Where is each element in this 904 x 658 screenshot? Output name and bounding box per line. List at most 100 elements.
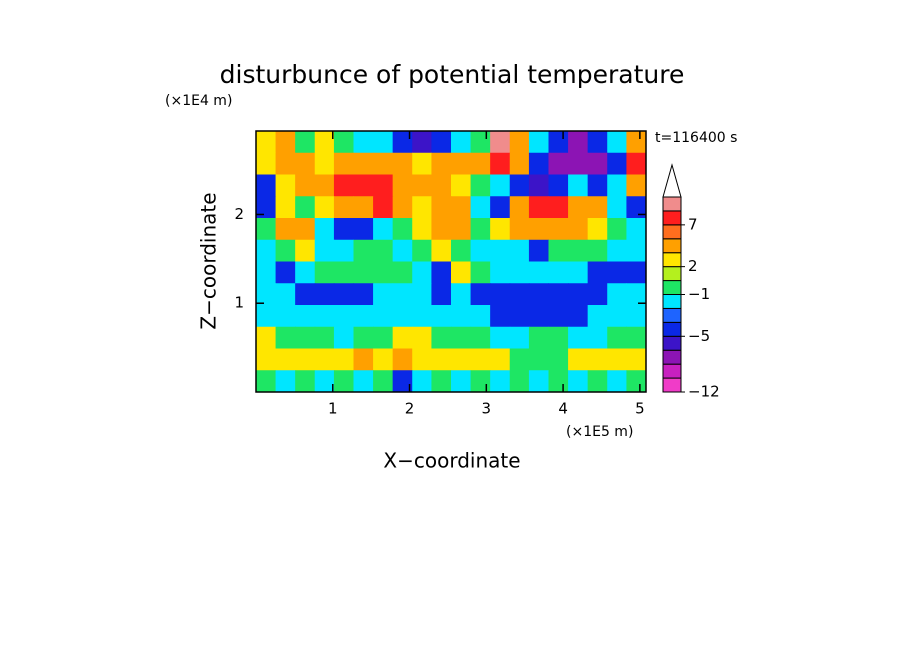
contour-cell bbox=[353, 196, 374, 219]
contour-cell bbox=[373, 326, 394, 349]
contour-cell bbox=[256, 326, 277, 349]
contour-cell bbox=[431, 283, 452, 306]
contour-cell bbox=[470, 131, 491, 154]
contour-cell bbox=[587, 283, 608, 306]
colorbar-segment bbox=[662, 224, 682, 240]
contour-cell bbox=[470, 196, 491, 219]
contour-cell bbox=[587, 305, 608, 328]
contour-cell bbox=[607, 239, 627, 262]
contour-cell bbox=[392, 239, 413, 262]
contour-cell bbox=[275, 326, 296, 349]
contour-cell bbox=[509, 131, 530, 154]
y-tick-label: 1 bbox=[234, 294, 244, 312]
contour-cell bbox=[353, 218, 374, 241]
contour-cell bbox=[626, 196, 647, 219]
contour-cell bbox=[256, 370, 277, 393]
contour-cell bbox=[295, 261, 316, 284]
x-tick-label: 5 bbox=[635, 400, 645, 418]
contour-cell bbox=[626, 370, 647, 393]
contour-cell bbox=[431, 196, 452, 219]
contour-cell bbox=[470, 261, 491, 284]
contour-cell bbox=[490, 174, 511, 197]
contour-cell bbox=[451, 131, 472, 154]
contour-cell bbox=[451, 261, 472, 284]
colorbar-tick-label: −12 bbox=[688, 383, 720, 401]
contour-cell bbox=[275, 218, 296, 241]
contour-cell bbox=[568, 218, 589, 241]
contour-cell bbox=[333, 283, 354, 306]
contour-cell bbox=[548, 305, 569, 328]
contour-cell bbox=[587, 261, 608, 284]
contour-cell bbox=[568, 174, 589, 197]
contour-cell bbox=[353, 305, 374, 328]
colorbar-segment bbox=[662, 252, 682, 268]
contour-cell bbox=[412, 239, 432, 262]
contour-cell bbox=[470, 348, 491, 371]
contour-cell bbox=[626, 239, 647, 262]
colorbar-segment bbox=[662, 335, 682, 351]
contour-cell bbox=[470, 283, 491, 306]
contour-cell bbox=[568, 370, 589, 393]
contour-cell bbox=[373, 348, 394, 371]
contour-cell bbox=[548, 283, 569, 306]
contour-cell bbox=[333, 326, 354, 349]
contour-cell bbox=[431, 174, 452, 197]
contour-cell bbox=[353, 370, 374, 393]
contour-cell bbox=[607, 196, 627, 219]
contour-cell bbox=[470, 326, 491, 349]
contour-cell bbox=[412, 152, 432, 175]
contour-cell bbox=[314, 174, 335, 197]
contour-cell bbox=[509, 370, 530, 393]
contour-cell bbox=[587, 348, 608, 371]
contour-cell bbox=[275, 370, 296, 393]
contour-cell bbox=[587, 174, 608, 197]
contour-cell bbox=[587, 131, 608, 154]
contour-cell bbox=[451, 174, 472, 197]
contour-cell bbox=[626, 174, 647, 197]
annotation: t=116400 s bbox=[655, 130, 737, 146]
colorbar-segment bbox=[662, 363, 682, 379]
contour-cell bbox=[528, 196, 549, 219]
contour-cell bbox=[333, 261, 354, 284]
contour-cell bbox=[607, 174, 627, 197]
contour-cell bbox=[509, 348, 530, 371]
contour-cell bbox=[412, 261, 432, 284]
contour-cell bbox=[392, 348, 413, 371]
colorbar-extend bbox=[662, 163, 682, 198]
colorbar-segment bbox=[662, 377, 682, 393]
contour-cell bbox=[431, 261, 452, 284]
contour-cell bbox=[392, 174, 413, 197]
contour-cell bbox=[373, 370, 394, 393]
colorbar-segment bbox=[662, 321, 682, 337]
contour-cell bbox=[587, 326, 608, 349]
contour-cell bbox=[607, 305, 627, 328]
contour-cell bbox=[548, 196, 569, 219]
contour-cell bbox=[470, 174, 491, 197]
contour-cell bbox=[490, 326, 511, 349]
contour-cell bbox=[295, 218, 316, 241]
contour-cell bbox=[392, 196, 413, 219]
contour-cell bbox=[587, 196, 608, 219]
contour-cell bbox=[568, 326, 589, 349]
contour-cell bbox=[373, 305, 394, 328]
colorbar-segment bbox=[662, 196, 682, 212]
contour-cell bbox=[451, 196, 472, 219]
contour-cell bbox=[275, 239, 296, 262]
contour-cell bbox=[626, 326, 647, 349]
contour-cell bbox=[314, 261, 335, 284]
contour-cell bbox=[626, 152, 647, 175]
contour-cell bbox=[490, 305, 511, 328]
contour-cell bbox=[431, 131, 452, 154]
contour-cell bbox=[392, 218, 413, 241]
contour-cell bbox=[295, 283, 316, 306]
contour-cell bbox=[626, 131, 647, 154]
contour-cell bbox=[548, 261, 569, 284]
contour-cell bbox=[568, 283, 589, 306]
contour-cell bbox=[314, 131, 335, 154]
contour-cell bbox=[373, 152, 394, 175]
contour-cell bbox=[607, 261, 627, 284]
contour-cell bbox=[431, 239, 452, 262]
contour-cell bbox=[333, 370, 354, 393]
contour-cell bbox=[373, 174, 394, 197]
